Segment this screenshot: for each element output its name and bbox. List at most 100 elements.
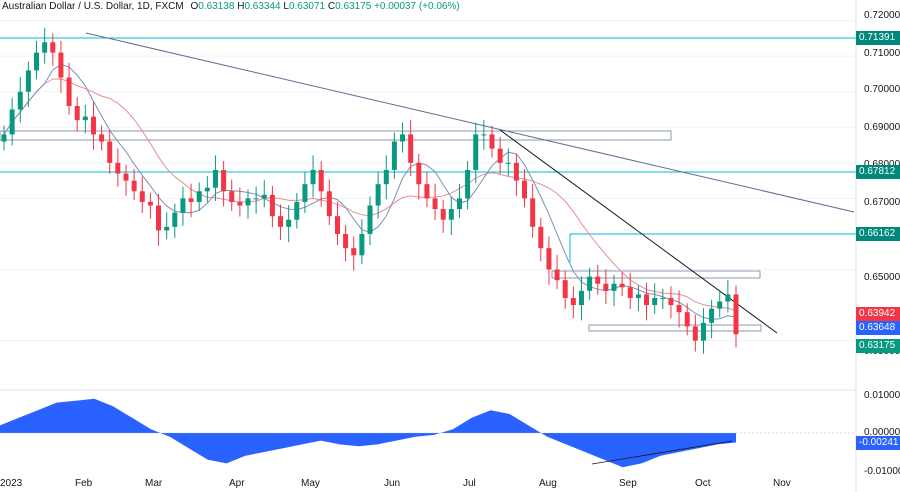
price-tick: 0.68000 <box>864 159 900 170</box>
candle-body <box>204 187 210 192</box>
candle-body <box>34 52 40 71</box>
time-label: Oct <box>695 478 711 489</box>
candle-body <box>538 226 544 249</box>
ma-blue-badge: 0.63648 <box>856 321 900 335</box>
price-axis[interactable]: 0.72000 0.71000 0.70000 0.69000 0.68000 … <box>856 0 900 492</box>
moving-averages <box>3 63 737 320</box>
candle-body <box>644 294 650 306</box>
time-label: Jul <box>463 478 476 489</box>
candle-body <box>107 141 113 163</box>
trendline-long[interactable] <box>85 32 855 213</box>
candle-body <box>635 294 641 298</box>
candle-body <box>221 169 227 192</box>
candle-body <box>367 205 373 234</box>
candle-body <box>668 297 674 306</box>
candlestick-series <box>1 27 739 354</box>
supply-zones <box>0 130 762 332</box>
candle-body <box>440 209 446 220</box>
oscillator-tick: 0.01000 <box>864 390 900 401</box>
candle-body <box>351 248 357 256</box>
oscillator-tick: -0.01000 <box>864 466 900 477</box>
candle-body <box>709 308 715 323</box>
candle-body <box>546 248 552 270</box>
candle-body <box>229 191 235 202</box>
candle-body <box>578 290 584 306</box>
candle-body <box>416 162 422 185</box>
candle-body <box>172 212 178 227</box>
candle-body <box>123 173 129 181</box>
close-label: C <box>327 1 336 12</box>
candle-body <box>286 219 292 227</box>
candle-body <box>383 169 389 185</box>
candle-body <box>595 276 601 284</box>
high-value: 0.63344 <box>244 1 281 12</box>
ma-blue-line[interactable] <box>3 63 737 320</box>
level-badge-2: 0.67812 <box>856 165 900 179</box>
candle-body <box>82 116 88 121</box>
candle-body <box>513 162 519 181</box>
zone-rect-2 <box>551 270 761 279</box>
trendline-short[interactable] <box>499 129 778 334</box>
symbol-title[interactable]: Australian Dollar / U.S. Dollar, 1D, FXC… <box>2 1 184 12</box>
change-value: +0.00037 (+0.06%) <box>374 1 460 12</box>
candle-body <box>587 276 593 291</box>
candle-body <box>619 283 625 288</box>
candle-body <box>9 109 15 135</box>
price-tick: 0.70000 <box>864 84 900 95</box>
candle-body <box>660 297 666 299</box>
time-label: Mar <box>145 478 163 489</box>
price-tick: 0.67000 <box>864 197 900 208</box>
low-value: 0.63071 <box>288 1 326 12</box>
candle-body <box>74 105 80 121</box>
candle-body <box>448 209 454 220</box>
low-label: L <box>283 1 289 12</box>
level-badge-3: 0.66162 <box>856 227 900 241</box>
candle-body <box>343 233 349 249</box>
candle-body <box>90 116 96 135</box>
candle-body <box>717 301 723 309</box>
price-tick: 0.69000 <box>864 122 900 133</box>
time-label: Sep <box>619 478 637 489</box>
oscillator-tick: 0.00000 <box>864 427 900 438</box>
close-value: 0.63175 <box>335 1 372 12</box>
candle-body <box>481 134 487 136</box>
candle-body <box>424 184 430 199</box>
candle-body <box>58 52 64 78</box>
candle-body <box>99 134 105 142</box>
time-label: Feb <box>75 478 93 489</box>
price-tick: 0.72000 <box>864 10 900 21</box>
oscillator-badge: -0.00241 <box>856 436 900 450</box>
candle-body <box>473 134 479 170</box>
candle-body <box>164 226 170 231</box>
horizontal-levels <box>0 37 856 262</box>
ma-red-line[interactable] <box>3 78 737 312</box>
candle-body <box>278 216 284 227</box>
price-tick: 0.65000 <box>864 272 900 283</box>
candle-body <box>237 201 243 206</box>
candle-body <box>627 287 633 298</box>
open-value: 0.63138 <box>198 1 235 12</box>
candle-body <box>261 194 267 199</box>
candle-body <box>522 180 528 199</box>
candle-body <box>245 198 251 206</box>
candle-body <box>253 198 259 200</box>
candle-body <box>530 198 536 227</box>
oscillator-divergence-line[interactable] <box>591 440 733 465</box>
candle-body <box>733 294 739 335</box>
candle-body <box>1 134 7 142</box>
candle-body <box>505 162 511 164</box>
open-label: O <box>190 1 199 12</box>
candle-body <box>497 148 503 163</box>
time-label: May <box>301 478 320 489</box>
candle-body <box>147 201 153 206</box>
candle-body <box>676 305 682 313</box>
zone-rect-3 <box>588 324 762 332</box>
candle-body <box>334 216 340 234</box>
candle-body <box>42 42 48 53</box>
candle-body <box>456 198 462 210</box>
candle-body <box>489 134 495 149</box>
candle-body <box>359 233 365 256</box>
candle-body <box>700 322 706 341</box>
time-label: Apr <box>229 478 245 489</box>
